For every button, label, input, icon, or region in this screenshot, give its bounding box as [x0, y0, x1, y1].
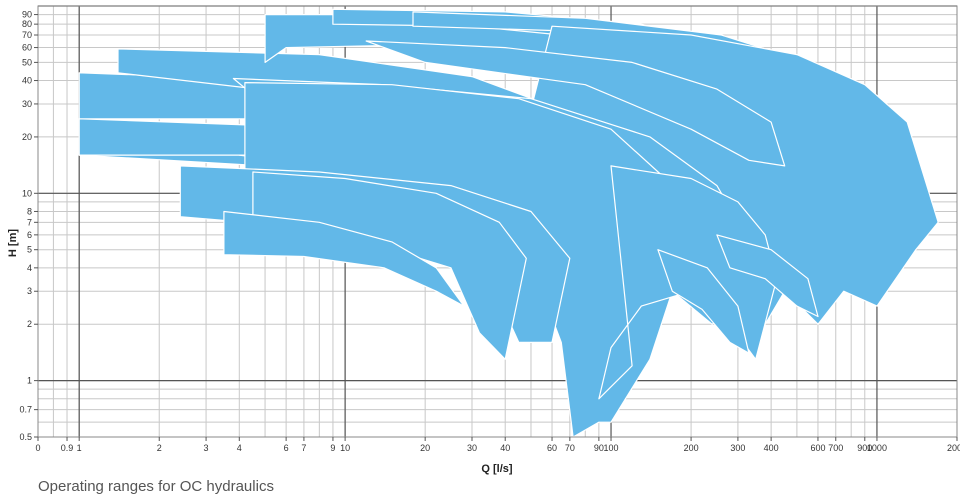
y-tick-label: 20 — [22, 132, 32, 142]
y-tick-label: 90 — [22, 10, 32, 20]
x-tick-label: 0.9 — [61, 443, 74, 453]
operating-ranges-layer — [78, 8, 939, 438]
x-tick-label: 400 — [764, 443, 779, 453]
x-tick-label: 4 — [237, 443, 242, 453]
y-tick-label: 3 — [27, 286, 32, 296]
x-tick-label: 1000 — [867, 443, 887, 453]
x-tick-label: 6 — [284, 443, 289, 453]
x-tick-label: 700 — [828, 443, 843, 453]
x-tick-label: 20 — [420, 443, 430, 453]
x-tick-labels: 0 0.9 1 2 3 4 6 7 9 10 20 30 40 60 70 90 100 200 300 400 600… — [35, 437, 960, 453]
y-tick-label: 1 — [27, 376, 32, 386]
x-tick-label: 7 — [301, 443, 306, 453]
x-axis-title: Q [l/s] — [481, 463, 513, 475]
y-tick-label: 2 — [27, 319, 32, 329]
y-tick-label: 10 — [22, 188, 32, 198]
y-tick-label: 0.5 — [19, 432, 32, 442]
x-tick-label: 9 — [330, 443, 335, 453]
y-tick-label: 50 — [22, 57, 32, 67]
x-tick-label: 70 — [565, 443, 575, 453]
x-tick-label: 40 — [500, 443, 510, 453]
x-tick-label: 3 — [204, 443, 209, 453]
y-tick-label: 8 — [27, 206, 32, 216]
chart-caption: Operating ranges for OC hydraulics — [38, 478, 274, 495]
y-tick-label: 6 — [27, 230, 32, 240]
y-tick-label: 30 — [22, 99, 32, 109]
x-tick-label: 90 — [594, 443, 604, 453]
x-tick-label: 10 — [340, 443, 350, 453]
x-tick-label: 300 — [730, 443, 745, 453]
y-tick-label: 80 — [22, 19, 32, 29]
x-tick-label: 30 — [467, 443, 477, 453]
y-axis-title: H [m] — [7, 229, 19, 257]
y-tick-label: 0.7 — [19, 405, 32, 415]
operating-range-17 — [716, 234, 819, 318]
y-tick-label: 7 — [27, 217, 32, 227]
y-tick-label: 70 — [22, 30, 32, 40]
y-tick-label: 4 — [27, 263, 32, 273]
x-tick-label: 0 — [35, 443, 40, 453]
x-tick-label: 100 — [604, 443, 619, 453]
operating-range-16 — [657, 249, 750, 354]
plot-frame — [37, 5, 958, 438]
operating-range-9 — [365, 40, 786, 167]
x-tick-label: 60 — [547, 443, 557, 453]
x-tick-label: 200 — [684, 443, 699, 453]
x-tick-label: 600 — [810, 443, 825, 453]
operating-range-14 — [223, 210, 465, 307]
plot-border — [37, 5, 958, 438]
x-tick-label: 2 — [157, 443, 162, 453]
y-tick-label: 5 — [27, 245, 32, 255]
y-tick-label: 60 — [22, 43, 32, 53]
x-tick-label: 900 — [857, 443, 872, 453]
y-tick-label: 40 — [22, 76, 32, 86]
x-tick-label: 1 — [77, 443, 82, 453]
